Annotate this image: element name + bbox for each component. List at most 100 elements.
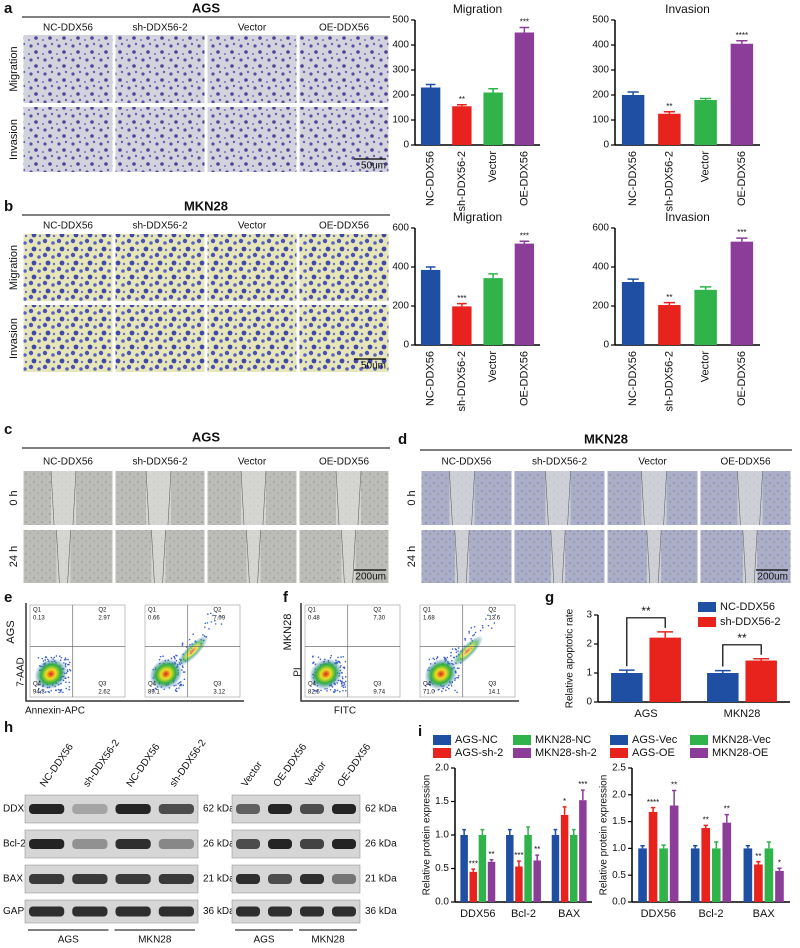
scratch-edge	[56, 529, 60, 584]
event-dot	[343, 682, 346, 684]
quadrant-value: 2.97	[98, 616, 110, 622]
event-dot	[50, 689, 52, 692]
column-label: Vector	[238, 23, 267, 34]
blot-band	[332, 804, 356, 814]
legend-label: MKN28-OE	[712, 747, 768, 759]
axis-frame	[25, 603, 244, 702]
quadrant-value: 2.62	[98, 690, 110, 696]
quadrant-value: 9.74	[373, 690, 385, 696]
event-dot	[45, 656, 48, 659]
scratch-edge	[545, 470, 549, 526]
scratch-edge	[550, 529, 555, 584]
bar	[694, 100, 717, 145]
legend-label: AGS-NC	[455, 734, 498, 746]
y-tick-label: 0.0	[612, 897, 626, 908]
event-dot	[69, 669, 72, 672]
error-bar	[650, 806, 656, 812]
panel-title: AGS	[192, 429, 221, 444]
event-dot	[312, 662, 314, 665]
event-dot	[207, 613, 209, 615]
row-label: 24 h	[406, 546, 418, 567]
event-dot	[457, 647, 460, 649]
x-tick-label: Vector	[700, 151, 712, 183]
column-label: NC-DDX56	[43, 457, 93, 468]
scratch-gap	[646, 530, 662, 583]
scratch-edge	[471, 470, 475, 526]
y-tick-label: 100	[392, 115, 409, 126]
event-dot	[162, 655, 164, 657]
group-label: AGS	[58, 935, 79, 946]
error-bar	[580, 789, 585, 801]
event-dot	[482, 626, 484, 629]
y-tick-label: 100	[592, 115, 609, 126]
significance-label: ***	[578, 780, 587, 789]
bar	[569, 835, 578, 902]
event-dot	[470, 627, 473, 629]
quadrant-name: Q3	[213, 682, 222, 688]
size-label: 36 kDa	[203, 906, 235, 917]
scratch-edge	[465, 529, 470, 584]
sample-label: MKN28	[282, 614, 294, 651]
blot-band	[268, 839, 292, 849]
blot-band	[236, 906, 260, 917]
error-bar	[553, 828, 558, 835]
significance-bracket	[626, 617, 666, 667]
significance-label: *	[778, 858, 781, 867]
x-tick-label: DDX56	[641, 908, 676, 920]
event-dot	[485, 618, 487, 620]
flow-plot: Q1 0.66 Q2 7.09 Q4 89.1 Q3 3.12	[144, 604, 241, 698]
quadrant-value: 1.68	[423, 616, 435, 622]
micrograph	[207, 35, 297, 103]
micrograph	[299, 234, 389, 301]
micrograph	[23, 35, 113, 103]
scratch-gap	[241, 471, 266, 525]
x-tick-label: sh-DDX56-2	[663, 151, 675, 212]
quadrant-name: Q3	[98, 682, 107, 688]
event-dot	[158, 658, 161, 661]
blot-band	[236, 839, 260, 849]
bar	[478, 835, 487, 902]
event-dot	[58, 691, 61, 694]
scratch-edge	[449, 470, 453, 526]
error-bar	[627, 278, 639, 283]
significance-label: **	[737, 631, 747, 645]
panel-title: MKN28	[584, 431, 628, 446]
event-dot	[344, 676, 347, 678]
y-tick-label: 2.5	[612, 763, 626, 774]
event-dot	[67, 676, 70, 679]
scratch-gap	[246, 530, 261, 583]
event-dot	[450, 655, 452, 657]
bar	[506, 835, 514, 902]
panel-title: MKN28	[184, 198, 228, 213]
event-dot	[212, 614, 214, 617]
quadrant-name: Q1	[423, 608, 432, 614]
event-dot	[174, 657, 176, 660]
x-tick-label: Vector	[700, 351, 712, 383]
legend-label: MKN28-NC	[535, 734, 591, 746]
event-dot	[451, 648, 454, 650]
event-dot	[468, 630, 470, 633]
event-dot	[67, 658, 69, 661]
error-bar	[724, 813, 729, 823]
event-dot	[341, 676, 344, 678]
y-tick-label: 0	[603, 340, 609, 351]
column-label: NC-DDX56	[441, 457, 491, 468]
scratch-edge	[167, 470, 172, 526]
scratch-gap	[550, 530, 566, 583]
error-bar	[517, 860, 521, 867]
bar	[775, 870, 784, 902]
sample-label: AGS	[5, 620, 17, 643]
event-dot	[68, 668, 71, 671]
event-dot	[159, 655, 162, 658]
blot-band	[72, 874, 108, 884]
event-dot	[64, 662, 67, 665]
legend-swatch	[610, 735, 628, 745]
event-dot	[173, 655, 175, 658]
event-dot	[341, 677, 344, 680]
event-dot	[342, 689, 344, 692]
bar	[487, 861, 496, 902]
event-dot	[65, 681, 67, 684]
y-tick-label: 0	[403, 340, 409, 351]
error-bar	[703, 824, 708, 829]
error-bar	[693, 844, 698, 849]
